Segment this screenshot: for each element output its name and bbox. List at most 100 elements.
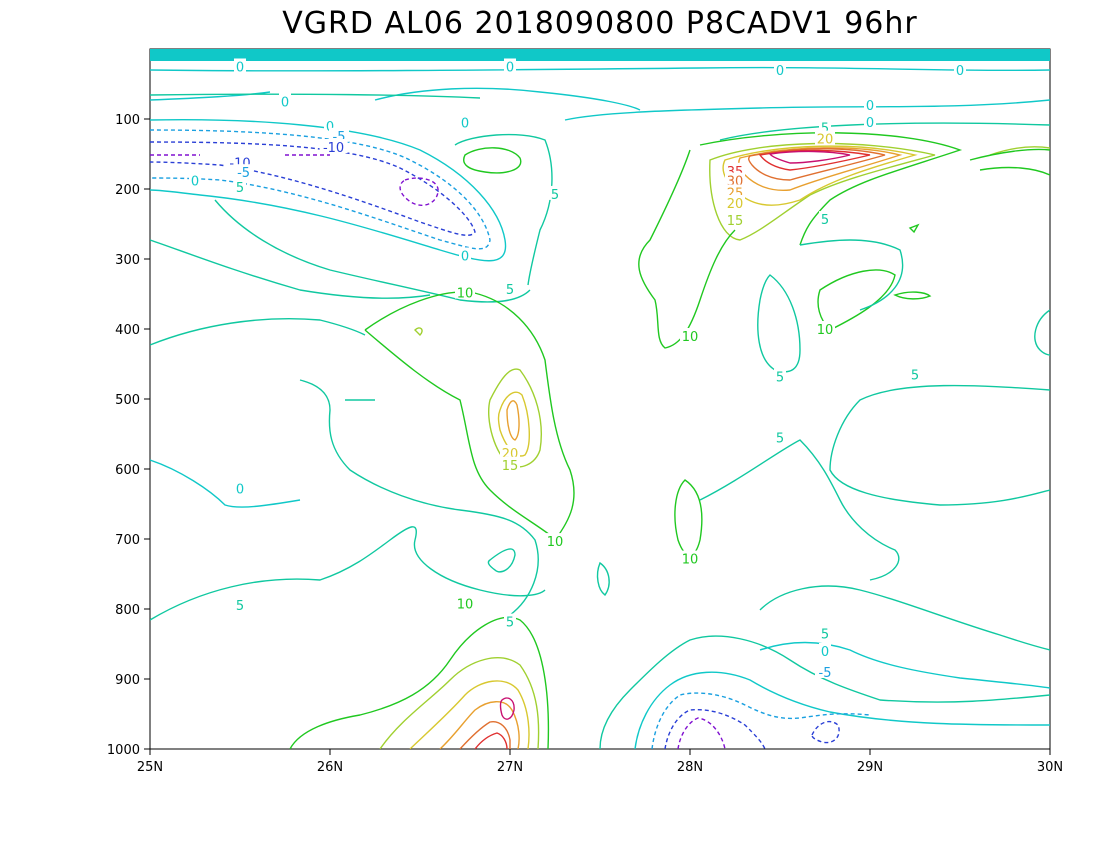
contour-label-bg (329, 127, 349, 142)
contour-35 (474, 732, 508, 749)
contour-label: 10 (547, 535, 564, 550)
contour-5 (454, 133, 553, 286)
contour-label-bg (319, 139, 348, 153)
contour-30 (748, 148, 886, 181)
contour-20 (409, 680, 530, 749)
contour-label: 5 (911, 369, 919, 384)
contour-5 (829, 384, 1050, 506)
contour-label-bg (819, 643, 831, 657)
contour-label-bg (815, 321, 835, 335)
contour-10 (289, 616, 550, 749)
contour-label: 10 (817, 323, 834, 338)
contour-label: 0 (821, 645, 829, 660)
contour-label-bg (189, 172, 201, 187)
contour-30 (459, 721, 511, 749)
y-tick-label: 600 (115, 463, 140, 478)
contour-0 (374, 87, 641, 111)
contour-labels: 000-5-10-10-50 50050510201510510050000520… (189, 58, 966, 681)
y-tick-label: 200 (115, 183, 140, 198)
contour-10 (817, 269, 896, 331)
contour-label: 5 (776, 371, 784, 386)
contour-label-bg (725, 195, 745, 209)
contour-20 (497, 391, 530, 457)
contour-15 (488, 368, 542, 468)
contour-5 (1034, 309, 1050, 356)
contour-label-bg (815, 130, 835, 145)
contour-5 (299, 379, 539, 616)
contour-10 (364, 291, 575, 541)
contour-label: 0 (461, 117, 469, 132)
contour-label: 0 (236, 61, 244, 76)
contour-label: 0 (236, 483, 244, 498)
contour-25 (506, 400, 520, 441)
contour-m10 (664, 708, 766, 749)
contour-label: 5 (551, 188, 559, 203)
contour-label-bg (680, 328, 700, 342)
contour-label-bg (725, 211, 745, 226)
contour-label-bg (500, 444, 520, 459)
contour-label-bg (504, 58, 516, 73)
contour-label: -10 (323, 141, 344, 156)
y-tick-label: 800 (115, 603, 140, 618)
contour-5 (214, 199, 531, 303)
y-tick-label: 100 (115, 113, 140, 128)
contour-0 (150, 788, 430, 820)
contour-10 (674, 479, 703, 556)
contour-10 (969, 148, 1050, 161)
contour-label-bg (545, 533, 565, 548)
axes: 25N 26N 27N 28N 29N 30N1002003004005006007008… (107, 113, 1063, 775)
contour-label-bg (680, 550, 700, 565)
contour-lines (150, 49, 1050, 820)
contour-5 (757, 274, 801, 373)
contour-label: 5 (821, 628, 829, 643)
contour-label-bg (725, 172, 745, 187)
contour-label-bg (774, 429, 786, 444)
contour-25 (439, 701, 520, 749)
top-band (150, 49, 1050, 61)
contour-label: 0 (866, 116, 874, 131)
contour-10 (699, 132, 963, 246)
contour-label-bg (864, 113, 876, 128)
contour-m15 (399, 177, 439, 206)
contour-5 (150, 318, 366, 346)
contour-0 (150, 239, 431, 299)
contour-label-bg (819, 211, 831, 226)
contour-label-bg (504, 281, 516, 296)
contour-label-bg (233, 164, 254, 179)
contour-label-bg (234, 58, 246, 73)
contour-label: 0 (191, 175, 199, 190)
y-tick-label: 900 (115, 673, 140, 688)
contour-label: 0 (281, 96, 289, 111)
contour-label: 10 (457, 597, 474, 612)
contour-label: 0 (956, 64, 964, 79)
contour-label: 5 (506, 616, 514, 631)
y-tick-label: 700 (115, 533, 140, 548)
contour-40 (768, 150, 851, 164)
contour-label-bg (455, 595, 475, 610)
contour-10 (979, 166, 1050, 176)
contour-5 (150, 93, 481, 99)
contour-label-bg (459, 114, 471, 129)
contour-label: 5 (821, 213, 829, 228)
contour-0 (150, 91, 271, 101)
y-tick-label: 1000 (107, 743, 140, 758)
x-tick-label: 30N (1037, 760, 1063, 775)
contour-label: -5 (819, 666, 832, 681)
contour-0 (150, 56, 1050, 61)
contour-0 (150, 66, 1050, 72)
contour-label: 0 (461, 250, 469, 265)
contour-0 (759, 641, 1050, 689)
contour-5 (759, 585, 1050, 651)
contour-label: -5 (237, 166, 250, 181)
contour-label: 5 (506, 283, 514, 298)
contour-5 (699, 439, 900, 581)
contour-label-bg (455, 284, 475, 299)
y-tick-label: 300 (115, 253, 140, 268)
contour-label-bg (819, 119, 831, 134)
contour-label: 0 (326, 120, 334, 135)
x-tick-label: 27N (497, 760, 523, 775)
contour-0 (150, 526, 546, 621)
plot-frame (149, 48, 1051, 750)
x-tick-label: 25N (137, 760, 163, 775)
